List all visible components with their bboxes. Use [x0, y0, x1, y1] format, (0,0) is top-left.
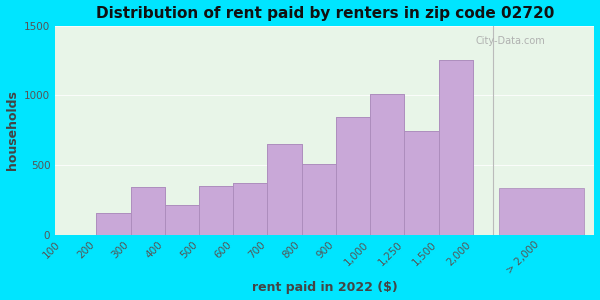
- Y-axis label: households: households: [5, 90, 19, 170]
- Bar: [404, 131, 439, 235]
- Bar: [302, 164, 336, 235]
- Bar: [268, 144, 302, 235]
- Bar: [233, 183, 268, 235]
- Bar: [165, 205, 199, 235]
- Bar: [370, 94, 404, 235]
- Text: City-Data.com: City-Data.com: [476, 36, 545, 46]
- Bar: [404, 131, 439, 235]
- Bar: [336, 117, 370, 235]
- Bar: [499, 188, 584, 235]
- Bar: [233, 183, 268, 235]
- Bar: [199, 186, 233, 235]
- Title: Distribution of rent paid by renters in zip code 02720: Distribution of rent paid by renters in …: [95, 6, 554, 21]
- Bar: [268, 144, 302, 235]
- Bar: [97, 213, 131, 235]
- Bar: [302, 164, 336, 235]
- Bar: [336, 117, 370, 235]
- Bar: [199, 186, 233, 235]
- Bar: [439, 60, 473, 235]
- Bar: [97, 213, 131, 235]
- Bar: [165, 205, 199, 235]
- Bar: [131, 187, 165, 235]
- X-axis label: rent paid in 2022 ($): rent paid in 2022 ($): [252, 281, 398, 294]
- Bar: [131, 187, 165, 235]
- Bar: [439, 60, 473, 235]
- Bar: [370, 94, 404, 235]
